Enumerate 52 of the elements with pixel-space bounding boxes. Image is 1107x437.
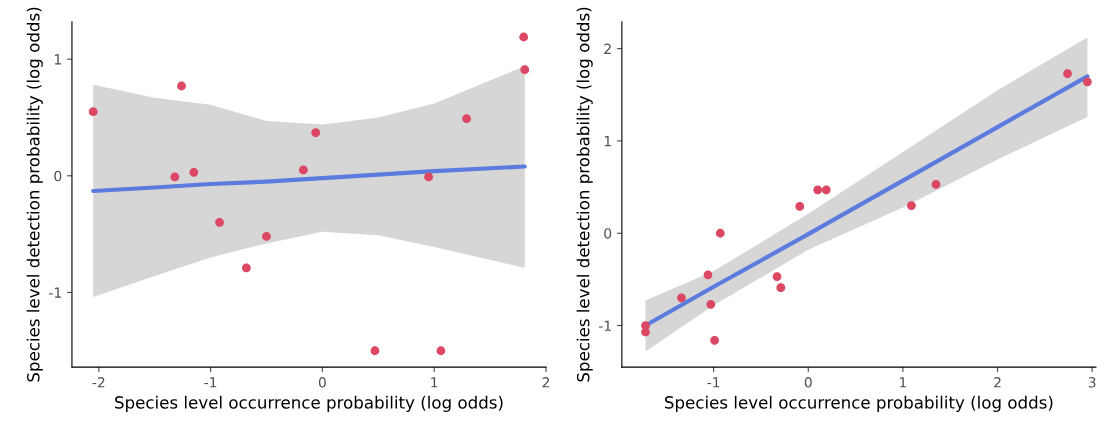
point: [715, 228, 725, 238]
point: [641, 327, 650, 337]
point: [177, 81, 186, 91]
x-tick-label: 1: [431, 377, 438, 388]
point: [821, 185, 831, 195]
point: [519, 32, 529, 42]
y-tick-label: -1: [598, 320, 611, 331]
point: [1083, 77, 1092, 87]
x-axis-title: Species level occurrence probability (log odds): [115, 395, 503, 412]
point: [776, 283, 786, 293]
point: [772, 272, 782, 282]
x-tick-label: 2: [994, 377, 1001, 388]
x-tick-label: 1: [900, 377, 907, 388]
x-tick-label: 0: [804, 377, 812, 388]
y-tick-label: 1: [54, 54, 61, 65]
point: [370, 346, 380, 356]
point: [703, 270, 713, 280]
y-axis-title: Species level detection probability (log odds): [26, 7, 43, 382]
x-tick-label: 0: [318, 377, 326, 388]
point: [189, 167, 199, 177]
point: [677, 293, 686, 303]
point: [241, 263, 251, 273]
y-tick-label: -1: [49, 287, 61, 298]
y-axis-title: Species level detection probability (log odds): [576, 7, 593, 382]
point: [520, 65, 530, 75]
x-tick-label: -1: [707, 377, 720, 388]
point: [436, 346, 446, 356]
point: [299, 165, 308, 175]
y-tick-label: 0: [54, 170, 62, 182]
point: [215, 218, 224, 227]
point: [424, 172, 434, 182]
y-tick-label: 2: [604, 43, 611, 54]
point: [88, 107, 98, 117]
point: [170, 172, 180, 182]
x-tick-label: -1: [204, 377, 217, 388]
point: [813, 185, 823, 195]
point: [262, 232, 271, 241]
point: [706, 299, 716, 309]
point: [907, 201, 916, 210]
x-tick-label: 3: [1088, 377, 1096, 388]
x-tick-label: -2: [92, 377, 105, 388]
line-series: [91, 164, 527, 194]
x-tick-label: 2: [542, 377, 550, 388]
y-tick-label: 0: [604, 228, 612, 239]
point: [931, 179, 941, 189]
point: [462, 114, 472, 124]
point: [1063, 69, 1072, 78]
point: [795, 202, 805, 211]
x-axis-title: Species level occurrence probability (log odds): [665, 395, 1053, 412]
point: [710, 335, 719, 345]
point: [311, 128, 321, 138]
y-tick-label: 1: [604, 136, 611, 147]
